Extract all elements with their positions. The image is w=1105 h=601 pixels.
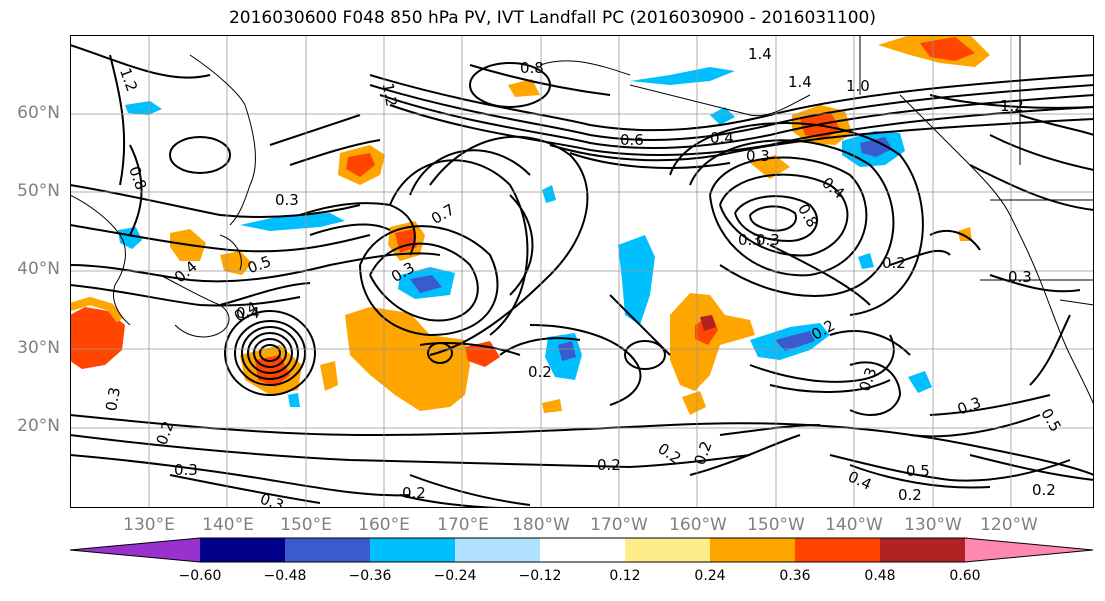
- contour-label: 1.0: [846, 77, 870, 95]
- lon-label: 120°W: [980, 515, 1038, 535]
- pv-contours: [70, 44, 1094, 508]
- contour-label: 0.5: [906, 462, 930, 480]
- lat-label: 50°N: [17, 181, 60, 201]
- colorbar-tick: 0.60: [949, 568, 981, 584]
- lon-label: 180°W: [512, 515, 570, 535]
- lon-label: 140°E: [202, 515, 254, 535]
- contour-label: 0.3: [738, 231, 762, 249]
- contour-label: 0.3: [756, 231, 780, 249]
- colorbar-segment: [285, 538, 370, 562]
- lat-label: 30°N: [17, 338, 60, 358]
- contour-label: 0.3: [102, 386, 124, 413]
- pv-shading: [70, 35, 990, 415]
- contour-label: 0.2: [597, 456, 621, 474]
- colorbar-segment: [880, 538, 965, 562]
- contour-label: 0.4: [710, 129, 734, 147]
- contour-label: 0.2: [882, 254, 906, 272]
- colorbar-tick: −0.48: [263, 568, 307, 584]
- colorbar-tick: 0.36: [779, 568, 811, 584]
- colorbar-segment: [965, 538, 1093, 562]
- colorbar-tick: 0.24: [694, 568, 726, 584]
- colorbar-tick: −0.24: [433, 568, 477, 584]
- contour-label: 0.4: [236, 304, 260, 322]
- colorbar-segment: [70, 538, 200, 562]
- colorbar: [69, 537, 1094, 563]
- lon-label: 130°W: [904, 515, 962, 535]
- coastlines: [70, 35, 1094, 406]
- colorbar-tick: 0.48: [864, 568, 896, 584]
- contour-label: 1.2: [1000, 97, 1024, 115]
- lat-label: 60°N: [17, 103, 60, 123]
- lon-label: 150°W: [747, 515, 805, 535]
- colorbar-segment: [370, 538, 455, 562]
- contour-label: 0.3: [275, 191, 299, 209]
- colorbar-tick: −0.36: [348, 568, 392, 584]
- contour-label: 0.6: [620, 131, 644, 149]
- lon-label: 140°W: [825, 515, 883, 535]
- contour-label: 0.2: [402, 484, 426, 502]
- contour-label: 0.2: [898, 486, 922, 504]
- contour-label: 0.2: [528, 363, 552, 381]
- colorbar-tick: 0.12: [609, 568, 641, 584]
- contour-label: 0.8: [520, 59, 544, 77]
- contour-label: 0.3: [258, 490, 287, 508]
- lon-label: 160°W: [669, 515, 727, 535]
- contour-label: 0.3: [1008, 268, 1032, 286]
- graticule: [70, 35, 1094, 508]
- colorbar-segment: [710, 538, 795, 562]
- contour-label: 1.2: [379, 81, 401, 108]
- contour-label: 1.4: [788, 73, 812, 91]
- contour-label: 0.3: [174, 461, 198, 479]
- colorbar-segment: [540, 538, 625, 562]
- colorbar-segment: [795, 538, 880, 562]
- lat-label: 20°N: [17, 416, 60, 436]
- map-panel: 1.2 0.8 1.2 1.4 1.4 1.0 1.2 0.8 0.6 0.4 …: [70, 35, 1094, 508]
- colorbar-segment: [625, 538, 710, 562]
- lon-label: 170°E: [437, 515, 489, 535]
- lon-label: 130°E: [123, 515, 175, 535]
- lon-label: 150°E: [280, 515, 332, 535]
- lat-label: 40°N: [17, 259, 60, 279]
- colorbar-tick: −0.60: [178, 568, 222, 584]
- colorbar-segment: [455, 538, 540, 562]
- colorbar-tick: −0.12: [518, 568, 562, 584]
- map-title: 2016030600 F048 850 hPa PV, IVT Landfall…: [228, 8, 876, 28]
- colorbar-segment: [200, 538, 285, 562]
- lon-label: 170°W: [590, 515, 648, 535]
- contour-label: 0.2: [1032, 481, 1056, 499]
- contour-label: 1.4: [748, 45, 772, 63]
- lon-label: 160°E: [358, 515, 410, 535]
- contour-label: 0.3: [746, 147, 770, 165]
